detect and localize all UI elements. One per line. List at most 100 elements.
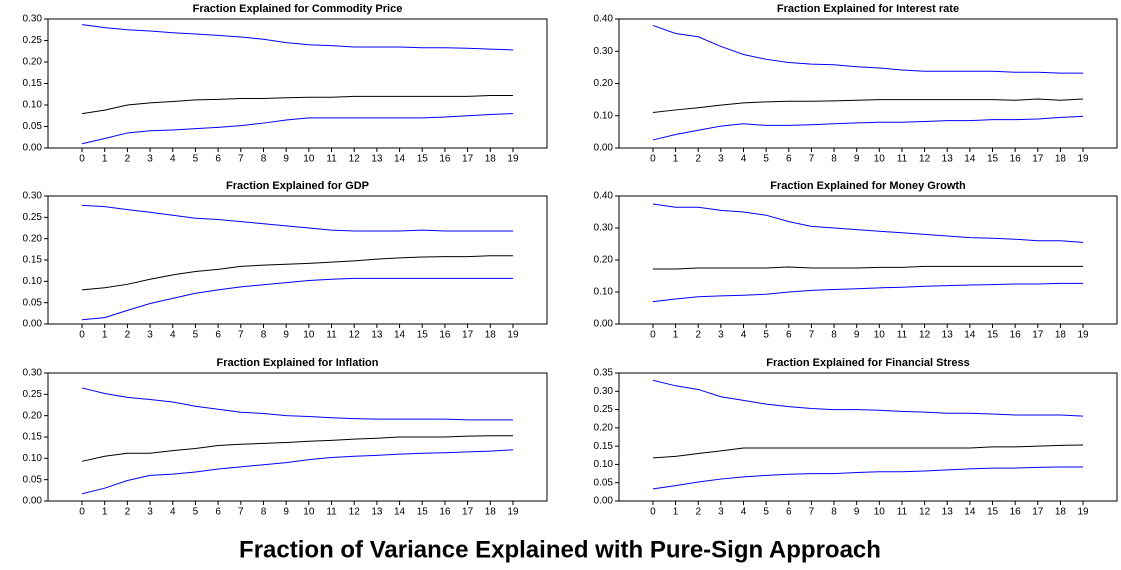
x-tick-label: 7	[238, 330, 244, 341]
x-tick-label: 1	[673, 507, 679, 518]
x-tick-label: 6	[215, 507, 221, 518]
y-tick-label: 0.25	[23, 389, 43, 400]
series-line	[81, 449, 514, 495]
x-tick-label: 11	[326, 507, 337, 518]
x-tick-label: 18	[485, 154, 497, 165]
x-tick-label: 16	[439, 507, 451, 518]
y-tick-label: 0.20	[23, 57, 43, 68]
x-tick-label: 8	[831, 507, 837, 518]
x-tick-label: 17	[1032, 507, 1044, 518]
x-tick-label: 10	[303, 154, 315, 165]
x-tick-label: 2	[695, 507, 701, 518]
x-tick-label: 4	[741, 507, 747, 518]
x-tick-label: 15	[987, 330, 999, 341]
x-tick-label: 6	[786, 330, 792, 341]
series-line	[652, 265, 1084, 270]
x-tick-label: 11	[897, 330, 908, 341]
x-tick-label: 8	[831, 330, 837, 341]
y-tick-label: 0.30	[594, 386, 614, 397]
x-tick-label: 18	[485, 330, 497, 341]
x-tick-label: 1	[673, 330, 679, 341]
x-tick-label: 19	[1077, 507, 1089, 518]
x-tick-label: 2	[695, 154, 701, 165]
x-tick-label: 6	[215, 154, 221, 165]
x-tick-label: 1	[102, 154, 108, 165]
chart-title: Fraction Explained for Commodity Price	[193, 3, 403, 15]
y-tick-label: 0.10	[23, 100, 43, 111]
x-tick-label: 11	[326, 330, 337, 341]
x-tick-label: 17	[462, 507, 474, 518]
y-tick-label: 0.25	[594, 404, 614, 415]
y-tick-label: 0.10	[23, 276, 43, 287]
x-tick-label: 8	[261, 330, 267, 341]
y-tick-label: 0.05	[23, 474, 43, 485]
y-tick-label: 0.00	[23, 143, 43, 154]
chart-title: Fraction Explained for Inflation	[217, 357, 379, 369]
x-tick-label: 1	[102, 507, 108, 518]
series-line	[652, 203, 1084, 243]
series-line	[652, 466, 1084, 490]
x-tick-label: 4	[170, 330, 176, 341]
y-tick-label: 0.15	[23, 78, 43, 89]
x-tick-label: 0	[79, 507, 85, 518]
x-tick-label: 19	[1077, 330, 1089, 341]
y-tick-label: 0.20	[594, 255, 614, 266]
y-tick-label: 0.10	[594, 110, 614, 121]
series-line	[81, 113, 513, 145]
x-tick-label: 13	[371, 507, 383, 518]
y-tick-label: 0.30	[23, 368, 43, 379]
x-tick-label: 15	[987, 154, 999, 165]
x-tick-label: 18	[1055, 154, 1067, 165]
x-tick-label: 0	[650, 507, 656, 518]
x-tick-label: 15	[417, 507, 429, 518]
x-tick-label: 12	[349, 330, 361, 341]
x-tick-label: 3	[147, 507, 153, 518]
y-tick-label: 0.10	[23, 453, 43, 464]
y-tick-label: 0.30	[23, 191, 43, 202]
series-line	[652, 444, 1084, 459]
x-tick-label: 7	[809, 330, 815, 341]
x-tick-label: 19	[507, 330, 519, 341]
chart-title: Fraction Explained for Money Growth	[770, 180, 966, 192]
x-tick-label: 12	[919, 507, 931, 518]
y-tick-label: 0.05	[23, 121, 43, 132]
series-line	[81, 204, 513, 232]
series-line	[81, 255, 513, 291]
x-tick-label: 8	[831, 154, 837, 165]
x-tick-label: 5	[193, 330, 199, 341]
x-tick-label: 13	[942, 507, 954, 518]
series-line	[652, 98, 1084, 114]
x-tick-label: 1	[673, 154, 679, 165]
series-line	[81, 24, 513, 51]
y-tick-label: 0.15	[594, 441, 614, 452]
x-tick-label: 3	[718, 507, 724, 518]
x-tick-label: 5	[193, 507, 199, 518]
y-tick-label: 0.05	[594, 477, 614, 488]
y-tick-label: 0.15	[23, 432, 43, 443]
x-tick-label: 9	[854, 330, 860, 341]
x-tick-label: 13	[371, 154, 383, 165]
x-tick-label: 19	[1077, 154, 1089, 165]
x-tick-label: 19	[507, 154, 519, 165]
series-line	[81, 277, 513, 321]
y-tick-label: 0.35	[594, 368, 614, 379]
y-tick-label: 0.00	[23, 319, 43, 330]
x-tick-label: 14	[394, 154, 406, 165]
x-tick-label: 14	[964, 154, 976, 165]
y-tick-label: 0.15	[23, 255, 43, 266]
x-tick-label: 19	[507, 507, 519, 518]
x-tick-label: 3	[718, 154, 724, 165]
x-tick-label: 12	[349, 154, 361, 165]
x-tick-label: 12	[349, 507, 361, 518]
x-tick-label: 6	[786, 507, 792, 518]
x-tick-label: 10	[874, 330, 886, 341]
x-tick-label: 16	[439, 330, 451, 341]
x-tick-label: 17	[1032, 330, 1044, 341]
x-tick-label: 5	[763, 330, 769, 341]
series-line	[81, 95, 513, 115]
x-tick-label: 0	[79, 330, 85, 341]
series-line	[81, 387, 513, 421]
y-tick-label: 0.25	[23, 212, 43, 223]
x-tick-label: 12	[919, 330, 931, 341]
